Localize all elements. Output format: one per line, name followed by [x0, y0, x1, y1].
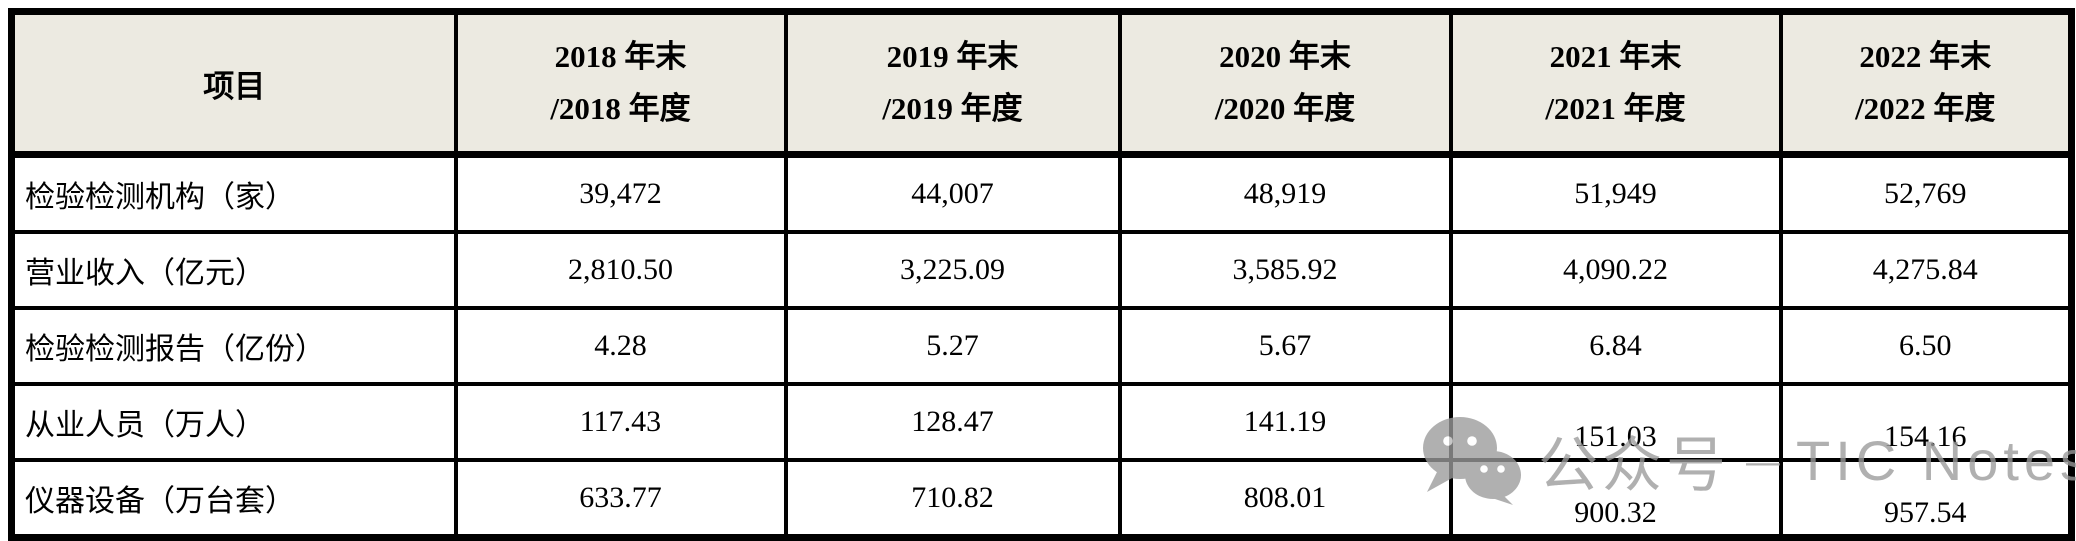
cell-value: 48,919 [1117, 152, 1453, 234]
row-label: 检验检测机构（家） [9, 152, 458, 234]
header-item-label: 项目 [203, 68, 266, 104]
row-label: 检验检测报告（亿份） [9, 306, 458, 386]
header-2021-line2: /2021 年度 [1545, 91, 1686, 126]
header-2019: 2019 年末 /2019 年度 [783, 9, 1122, 158]
cell-value: 117.43 [453, 382, 788, 462]
header-2019-line1: 2019 年末 [886, 39, 1019, 74]
cell-value: 4,090.22 [1448, 230, 1783, 310]
header-2021-line1: 2021 年末 [1549, 39, 1682, 74]
cell-value: 128.47 [783, 382, 1122, 462]
header-2020: 2020 年末 /2020 年度 [1117, 9, 1453, 158]
cell-value: 900.32 [1448, 458, 1783, 540]
header-2022-line2: /2022 年度 [1855, 91, 1996, 126]
header-2020-line2: /2020 年度 [1214, 91, 1356, 126]
cell-value: 710.82 [783, 458, 1122, 540]
table-row-employees: 从业人员（万人） 117.43 128.47 141.19 151.03 154… [9, 382, 2074, 462]
cell-value: 6.50 [1778, 306, 2074, 386]
table-row-revenue: 营业收入（亿元） 2,810.50 3,225.09 3,585.92 4,09… [9, 230, 2074, 310]
cell-value: 5.67 [1117, 306, 1453, 386]
cell-value: 957.54 [1778, 458, 2074, 540]
cell-value: 51,949 [1448, 152, 1783, 234]
statistics-table: 项目 2018 年末 /2018 年度 2019 年末 /2019 年度 202… [8, 8, 2075, 541]
cell-value: 6.84 [1448, 306, 1783, 386]
cell-value: 633.77 [453, 458, 788, 540]
cell-value: 5.27 [783, 306, 1122, 386]
header-2018: 2018 年末 /2018 年度 [453, 9, 788, 158]
header-2018-line1: 2018 年末 [554, 39, 687, 74]
header-2019-line2: /2019 年度 [882, 91, 1023, 126]
cell-value: 4,275.84 [1778, 230, 2074, 310]
header-2022-line1: 2022 年末 [1859, 39, 1992, 74]
table-row-instruments: 仪器设备（万台套） 633.77 710.82 808.01 900.32 95… [9, 458, 2074, 540]
header-2022: 2022 年末 /2022 年度 [1778, 9, 2074, 158]
row-label: 营业收入（亿元） [9, 230, 458, 310]
row-label: 从业人员（万人） [9, 382, 458, 462]
header-2020-line1: 2020 年末 [1219, 39, 1351, 74]
cell-value: 808.01 [1117, 458, 1453, 540]
cell-value: 52,769 [1778, 152, 2074, 234]
header-item: 项目 [9, 9, 458, 158]
cell-value: 2,810.50 [453, 230, 788, 310]
cell-value: 154.16 [1778, 382, 2074, 462]
cell-value: 3,225.09 [783, 230, 1122, 310]
cell-value: 39,472 [453, 152, 788, 234]
header-2021: 2021 年末 /2021 年度 [1448, 9, 1783, 158]
cell-value: 3,585.92 [1117, 230, 1453, 310]
cell-value: 4.28 [453, 306, 788, 386]
cell-value: 44,007 [783, 152, 1122, 234]
cell-value: 151.03 [1448, 382, 1783, 462]
table-row-institutions: 检验检测机构（家） 39,472 44,007 48,919 51,949 52… [9, 152, 2074, 234]
table-row-reports: 检验检测报告（亿份） 4.28 5.27 5.67 6.84 6.50 [9, 306, 2074, 386]
cell-value: 141.19 [1117, 382, 1453, 462]
row-label: 仪器设备（万台套） [9, 458, 458, 540]
header-2018-line2: /2018 年度 [550, 91, 691, 126]
header-row: 项目 2018 年末 /2018 年度 2019 年末 /2019 年度 202… [9, 9, 2074, 158]
